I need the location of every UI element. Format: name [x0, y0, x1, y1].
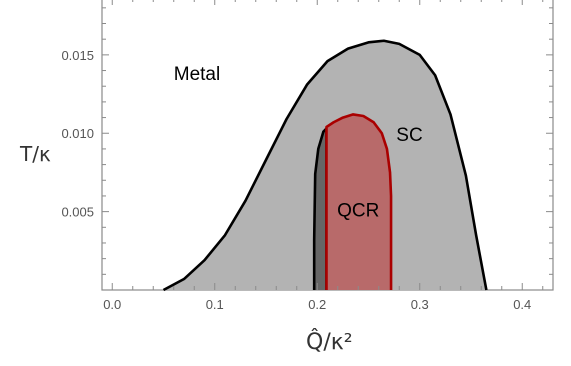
y-tick-label: 0.010 — [61, 126, 94, 141]
x-tick-label: 0.0 — [103, 297, 121, 312]
axis-ticks — [102, 0, 553, 290]
region-sc-boundary — [162, 39, 488, 292]
region-qcr-fill — [326, 114, 392, 291]
svg-text:Q̂/κ²: Q̂/κ² — [306, 329, 353, 355]
region-qcr-boundary — [325, 113, 393, 290]
phase-regions — [162, 39, 488, 292]
y-tick-label: 0.015 — [61, 48, 94, 63]
svg-text:T/κ: T/κ — [19, 142, 51, 166]
x-axis-label: Q̂/κ² — [306, 329, 353, 355]
x-tick-label: 0.2 — [308, 297, 326, 312]
x-tick-label: 0.1 — [206, 297, 224, 312]
region-labels: SC QCR Metal — [174, 64, 423, 221]
y-tick-label: 0.005 — [61, 205, 94, 220]
region-sc-inner-fill — [314, 128, 327, 290]
region-label-qcr: QCR — [337, 200, 379, 221]
x-tick-label: 0.4 — [513, 297, 531, 312]
tick-labels: 0.0 0.1 0.2 0.3 0.4 0.005 0.010 0.015 — [61, 48, 531, 312]
region-label-metal: Metal — [174, 64, 220, 85]
y-axis-label: T/κ — [19, 142, 51, 166]
region-label-sc: SC — [396, 125, 422, 146]
x-tick-label: 0.3 — [411, 297, 429, 312]
